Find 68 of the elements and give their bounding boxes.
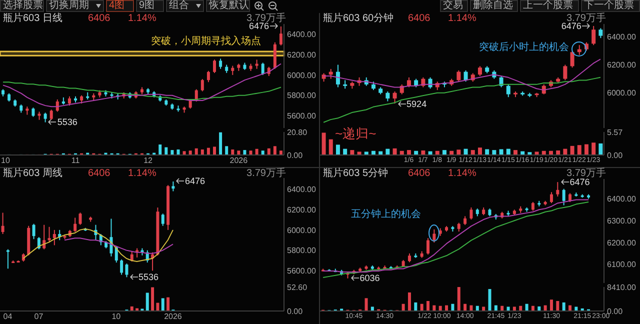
y-tick-label: 6400.00: [607, 32, 636, 42]
y-tick-label: 6100.00: [607, 260, 636, 270]
annotation: ~递归~: [335, 126, 376, 141]
y-tick-label: 5800.00: [287, 246, 316, 256]
text: 1.14%: [448, 168, 476, 179]
annotation: 5536: [138, 272, 159, 282]
y-tick-label: 5600.00: [287, 266, 316, 276]
x-tick-label: 2026: [230, 156, 248, 165]
y-tick-label: 6400.00: [287, 30, 316, 40]
y-tick-label: 6000.00: [287, 70, 316, 80]
y-tick-label: 6000.00: [607, 88, 636, 98]
y-tick-label: 6200.00: [287, 205, 316, 214]
text: 6406: [408, 13, 430, 24]
annotation: 6476: [248, 21, 269, 32]
annotation: 突破，小周期寻找入场点: [150, 36, 262, 48]
annotation: 1.14%: [128, 168, 156, 179]
y-tick-label: 6400.00: [287, 185, 316, 194]
text: 上一个股票: [520, 0, 579, 12]
y-tick-label: 5.57: [607, 128, 624, 137]
text: 组合: [166, 0, 204, 12]
y-tick-label: 52.60: [287, 282, 308, 292]
x-tick-label: 11: [71, 156, 80, 165]
text: 恢复默认: [206, 0, 250, 12]
annotation: 6036: [360, 273, 380, 284]
chart-title: 瓶片603 5分钟: [323, 168, 388, 179]
text: 1.14%: [128, 13, 156, 24]
text: 3.79万手: [246, 13, 286, 24]
annotation: 5536: [57, 117, 78, 128]
y-tick-label: 6200.00: [607, 238, 636, 248]
annotation: 五分钟上的机会: [350, 209, 422, 221]
text: 9图: [136, 0, 164, 12]
y-tick-label: 6400.00: [607, 194, 636, 204]
annotation: 6406: [88, 168, 110, 179]
x-tick-label: 04: [3, 312, 13, 321]
y-tick-label: 6300.00: [607, 216, 636, 226]
text: 3.79万手: [566, 168, 606, 179]
y-tick-label: 5800.00: [287, 91, 316, 100]
text: 切换周期: [46, 0, 104, 12]
annotation: 突破后小时上的机会: [478, 42, 570, 54]
x-tick-label: 07: [34, 312, 44, 321]
y-tick-label: 0.00: [287, 306, 304, 316]
y-tick-label: 5600.00: [287, 112, 316, 121]
annotation: 6476: [184, 176, 205, 186]
chart-title: 瓶片603 周线: [3, 168, 62, 179]
chart-title: 瓶片603 日线: [3, 13, 62, 24]
text: 下一个股票: [581, 0, 640, 12]
y-tick-label: 8410.00: [607, 282, 636, 292]
y-tick-label: 0.00: [287, 150, 304, 160]
text: 删除自选: [470, 0, 518, 12]
y-tick-label: 6200.00: [287, 50, 316, 60]
text: 1.14%: [448, 13, 476, 24]
y-tick-label: 6200.00: [607, 60, 636, 70]
annotation: 5924: [406, 98, 427, 109]
y-tick-label: 20.80: [287, 128, 308, 137]
text: 6406: [88, 13, 110, 24]
x-tick-label: 12: [144, 156, 154, 165]
y-tick-label: 6000.00: [287, 226, 316, 235]
text: 4图: [106, 0, 134, 12]
annotation: 6476: [570, 177, 590, 188]
text: 6406: [408, 168, 430, 179]
y-tick-label: 0.00: [607, 306, 624, 316]
chart-title: 瓶片603 60分钟: [323, 13, 394, 24]
y-tick-label: 0.00: [607, 150, 624, 160]
x-tick-label: 10: [112, 312, 122, 321]
x-tick-label: 10: [1, 156, 10, 165]
x-tick-label: 2026: [164, 312, 182, 321]
text: 选择股票: [0, 0, 44, 12]
annotation: 3.79万手: [246, 168, 286, 179]
